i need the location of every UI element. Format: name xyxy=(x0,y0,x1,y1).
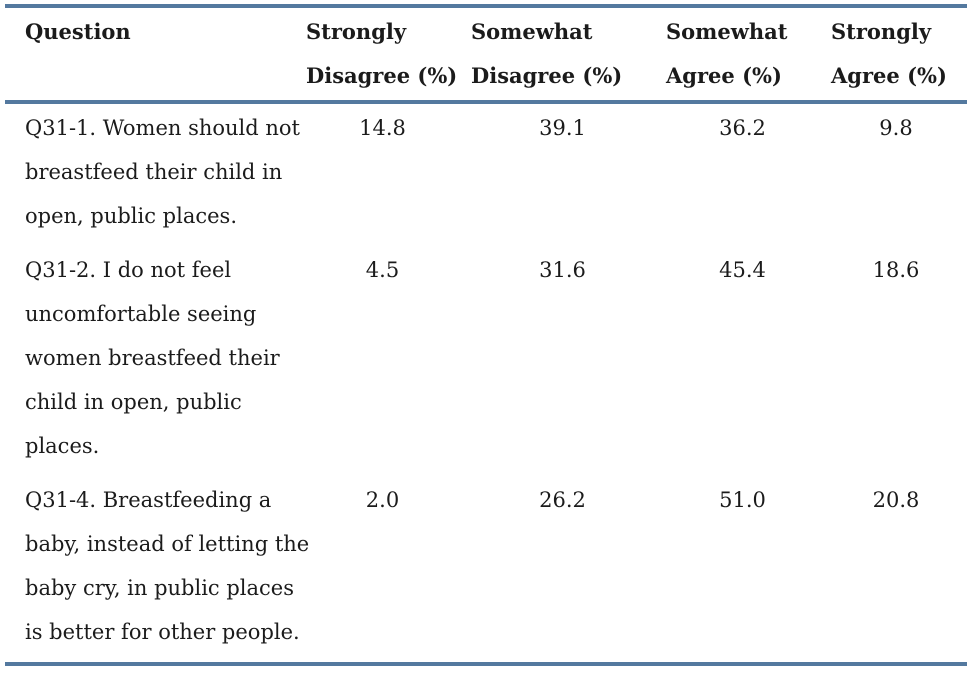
question-cell: Q31-2. I do not feel uncomfortable seein… xyxy=(25,258,280,458)
table-row-q31-1: Q31-1. Women should not breastfeed their… xyxy=(5,102,967,246)
value-cell-strongly-disagree: 2.0 xyxy=(365,488,400,512)
value-cell-somewhat-agree: 51.0 xyxy=(719,488,766,512)
column-header-somewhat-disagree: Somewhat Disagree (%) xyxy=(465,6,660,104)
value-cell-somewhat-agree: 36.2 xyxy=(719,116,766,140)
value-cell-strongly-agree: 9.8 xyxy=(879,116,913,140)
survey-results-table: Question Strongly Disagree (%) Somewhat … xyxy=(5,4,967,666)
column-header-strongly-agree: Strongly Agree (%) xyxy=(825,6,967,104)
column-header-question: Question xyxy=(5,6,300,104)
value-cell-somewhat-disagree: 39.1 xyxy=(539,116,586,140)
table-row-q31-2: Q31-2. I do not feel uncomfortable seein… xyxy=(5,246,967,476)
header-row: Question Strongly Disagree (%) Somewhat … xyxy=(5,6,967,104)
value-cell-strongly-agree: 18.6 xyxy=(872,258,920,282)
value-cell-somewhat-disagree: 26.2 xyxy=(539,488,586,512)
question-cell: Q31-4. Breastfeeding a baby, instead of … xyxy=(25,488,310,644)
value-cell-somewhat-disagree: 31.6 xyxy=(539,258,586,282)
value-cell-strongly-agree: 20.8 xyxy=(872,488,920,512)
value-cell-somewhat-agree: 45.4 xyxy=(719,258,766,282)
question-cell: Q31-1. Women should not breastfeed their… xyxy=(25,116,300,228)
column-header-somewhat-agree: Somewhat Agree (%) xyxy=(660,6,825,104)
column-header-strongly-disagree: Strongly Disagree (%) xyxy=(300,6,465,104)
value-cell-strongly-disagree: 14.8 xyxy=(359,116,406,140)
value-cell-strongly-disagree: 4.5 xyxy=(365,258,400,282)
table-row-q31-4: Q31-4. Breastfeeding a baby, instead of … xyxy=(5,476,967,664)
